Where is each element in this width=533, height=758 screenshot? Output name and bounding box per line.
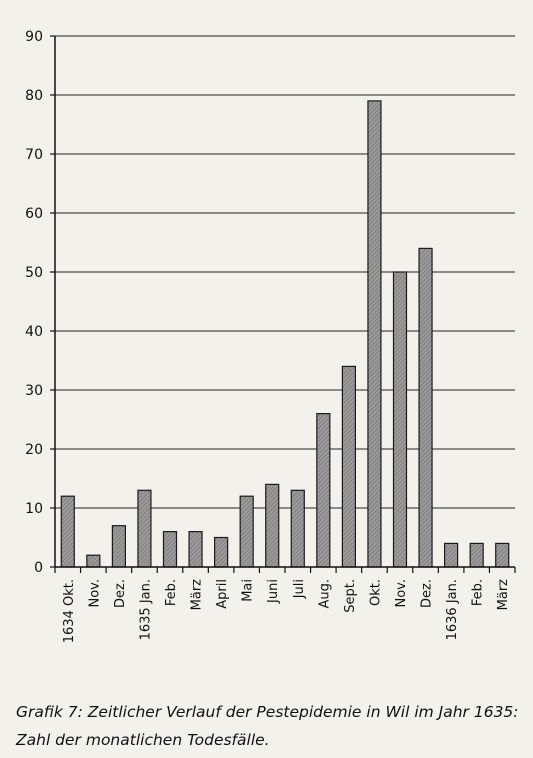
- y-tick-label: 90: [25, 29, 43, 45]
- figure-caption: Grafik 7: Zeitlicher Verlauf der Pestepi…: [16, 698, 521, 754]
- bar: [214, 536, 229, 568]
- bar: [265, 483, 280, 568]
- bar: [188, 530, 203, 568]
- bar: [418, 247, 433, 568]
- x-category-label: Juni: [266, 579, 281, 604]
- x-category-label: Feb.: [471, 579, 486, 606]
- bar: [239, 495, 254, 568]
- y-tick-label: 50: [25, 265, 43, 281]
- bar: [495, 542, 510, 568]
- y-tick-label: 0: [34, 560, 43, 576]
- bar: [341, 365, 356, 568]
- x-category-label: Feb.: [164, 579, 179, 606]
- caption-line-2: Zahl der monatlichen Todesfälle.: [16, 731, 270, 749]
- labels: 0 10 20 30 40 50 60 70 80 90 1634 Okt. Nov. Dez. 1635…: [25, 29, 511, 643]
- x-category-label: Nov.: [87, 579, 102, 608]
- gridlines: [55, 35, 515, 509]
- axes: [50, 35, 516, 573]
- x-category-label: März: [496, 579, 511, 611]
- bar: [392, 271, 408, 568]
- x-category-label: 1634 Okt.: [62, 579, 77, 643]
- x-category-label: 1636 Jan.: [445, 579, 460, 640]
- x-category-label: Dez.: [113, 579, 128, 608]
- x-category-label: Sept.: [343, 579, 358, 613]
- x-category-label: Okt.: [368, 579, 383, 606]
- y-tick-label: 10: [25, 501, 43, 517]
- y-tick-label: 40: [25, 324, 43, 340]
- x-category-label: Dez.: [420, 579, 435, 608]
- x-category-label: Juli: [292, 579, 307, 599]
- bar: [60, 495, 75, 568]
- x-category-label: Mai: [241, 579, 256, 602]
- y-tick-label: 70: [25, 147, 43, 163]
- bar: [162, 530, 178, 568]
- bar: [111, 525, 126, 568]
- bar: [469, 542, 484, 568]
- bar: [367, 100, 382, 568]
- bar: [86, 554, 101, 568]
- bar: [290, 489, 305, 568]
- bars: [60, 100, 510, 568]
- y-tick-label: 30: [25, 383, 43, 399]
- x-category-label: Nov.: [394, 579, 409, 608]
- y-tick-label: 80: [25, 88, 43, 104]
- bar: [137, 489, 152, 568]
- bar: [444, 542, 459, 568]
- x-category-label: März: [190, 579, 205, 611]
- bar: [316, 413, 331, 568]
- caption-line-1: Grafik 7: Zeitlicher Verlauf der Pestepi…: [16, 703, 519, 721]
- x-category-label: April: [215, 579, 230, 609]
- x-category-label: Aug.: [317, 579, 332, 609]
- y-tick-label: 20: [25, 442, 43, 458]
- y-tick-label: 60: [25, 206, 43, 222]
- x-category-label: 1635 Jan.: [138, 579, 153, 640]
